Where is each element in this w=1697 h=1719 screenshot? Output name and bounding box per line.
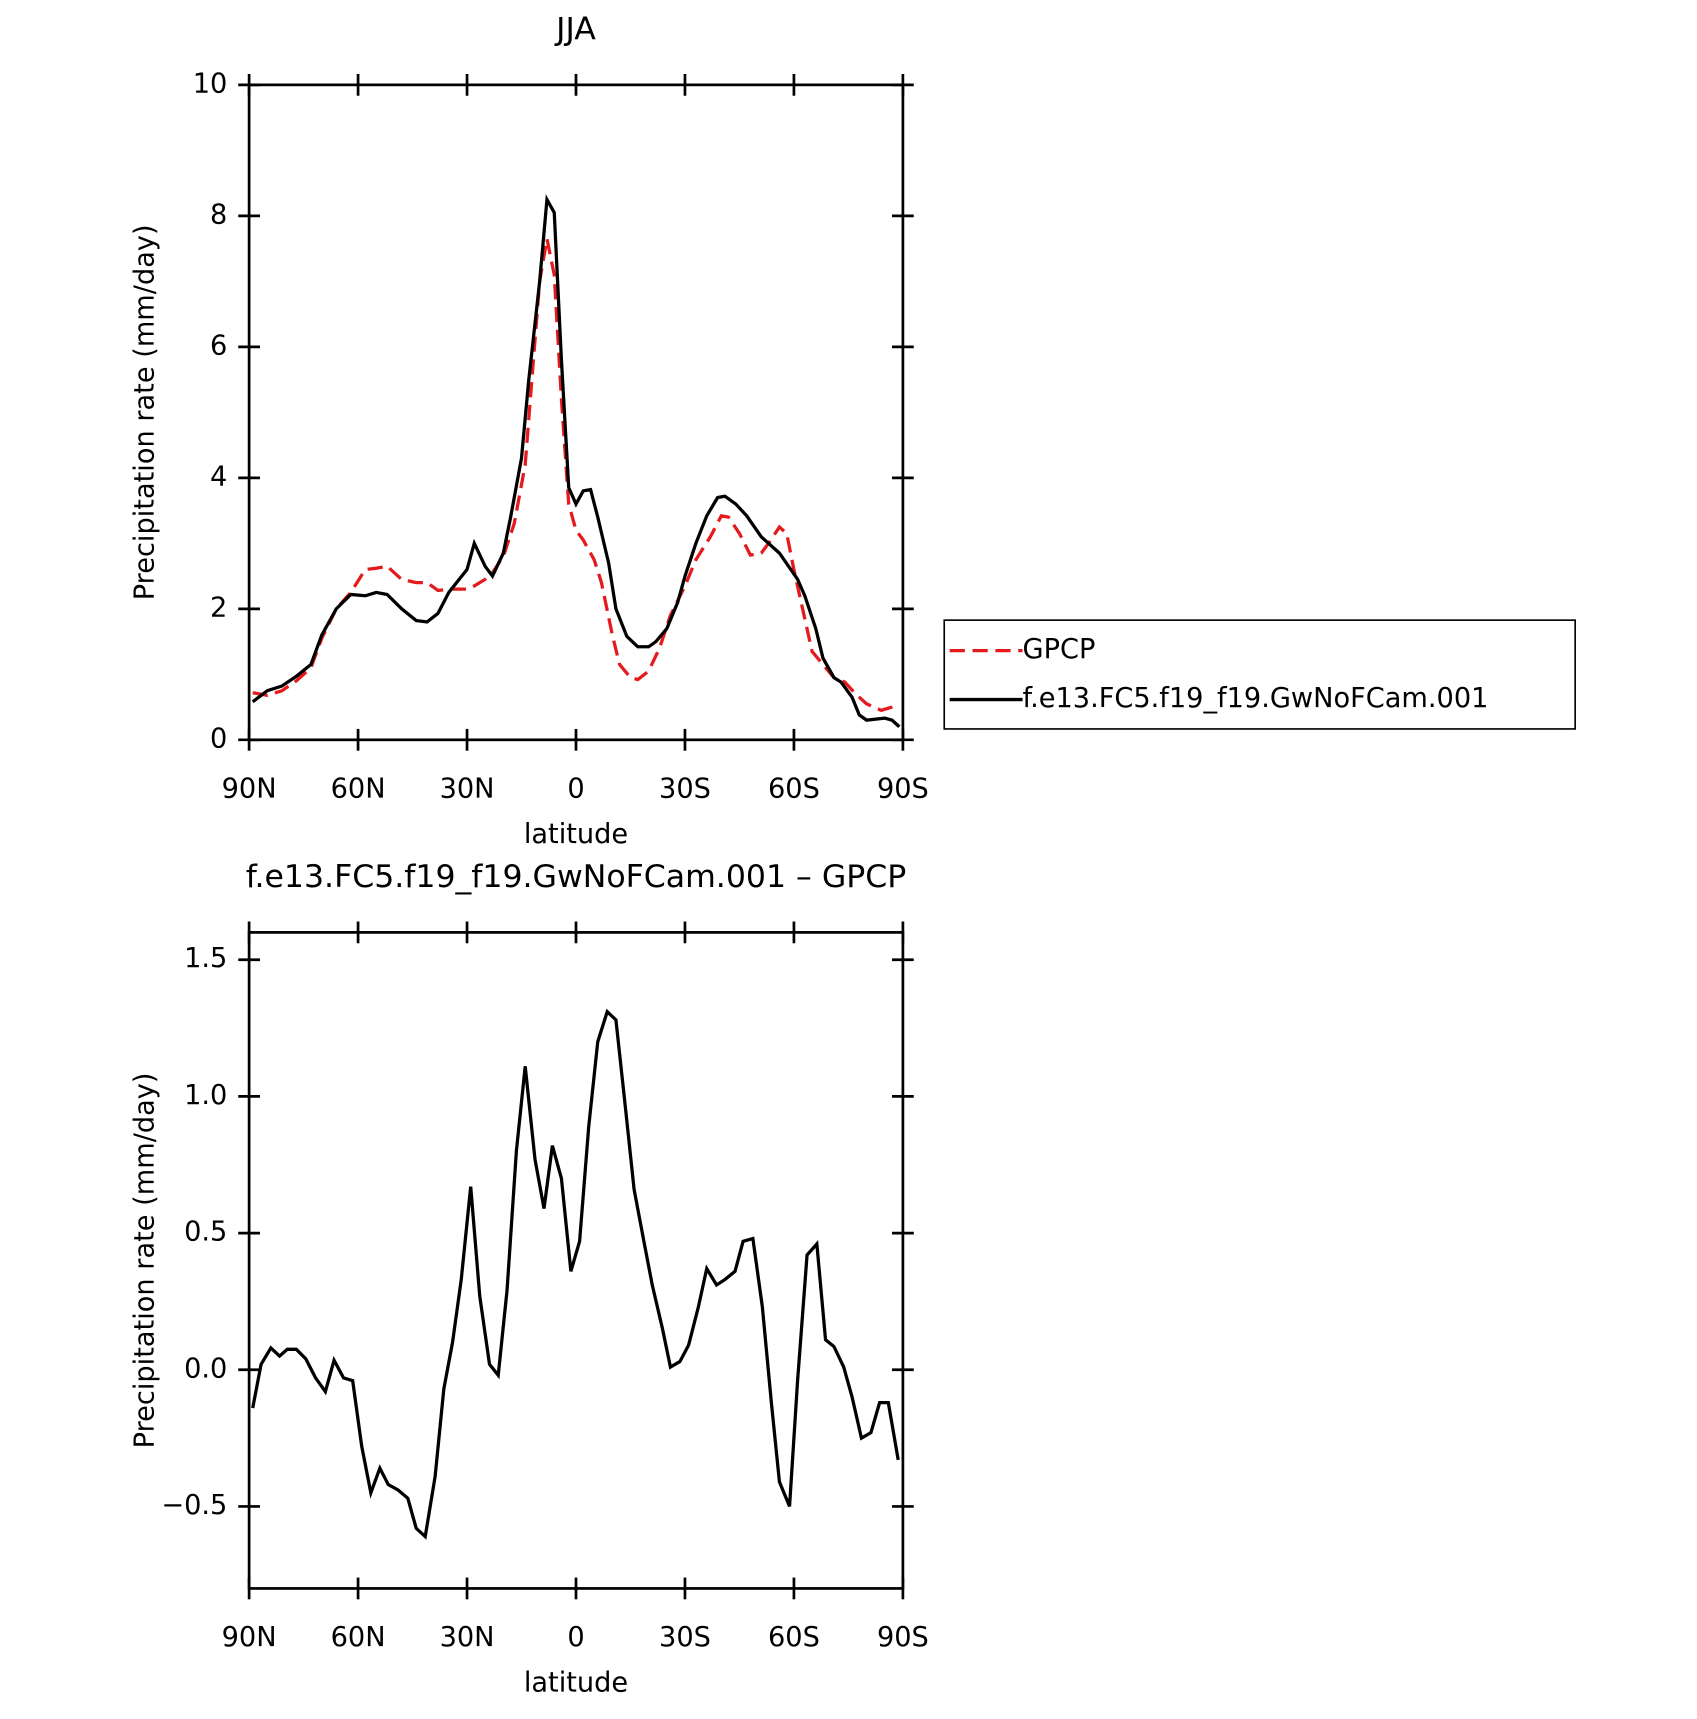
y-tick-label: 2 (210, 592, 227, 623)
x-tick-label: 30S (659, 773, 711, 804)
x-tick-label: 0 (567, 773, 584, 804)
x-axis-label: latitude (524, 819, 628, 850)
legend-label: GPCP (1023, 634, 1096, 665)
x-tick-label: 30S (659, 1622, 711, 1653)
y-axis-label: Precipitation rate (mm/day) (129, 224, 160, 600)
chart-title: JJA (554, 11, 596, 47)
plot-frame (247, 931, 905, 1590)
series-line (252, 238, 900, 713)
y-tick-label: 6 (210, 330, 227, 361)
y-tick-label: 1.5 (184, 943, 227, 974)
x-tick-label: 90S (877, 773, 929, 804)
x-tick-label: 60N (331, 1622, 386, 1653)
series-line (251, 1008, 900, 1540)
y-tick-label: 8 (210, 199, 227, 230)
x-tick-label: 90N (222, 1622, 277, 1653)
y-tick-label: 10 (193, 68, 228, 99)
x-tick-label: 60S (768, 773, 820, 804)
x-tick-label: 90N (222, 773, 277, 804)
x-tick-label: 0 (567, 1622, 584, 1653)
x-tick-label: 30N (440, 773, 495, 804)
legend-label: f.e13.FC5.f19_f19.GwNoFCam.001 (1023, 683, 1489, 714)
y-tick-label: 0.0 (184, 1353, 227, 1384)
series-line (251, 194, 901, 728)
x-axis-label: latitude (524, 1668, 628, 1699)
y-tick-label: 0.5 (184, 1217, 227, 1248)
y-tick-label: 0 (210, 723, 227, 754)
legend-box (943, 619, 1576, 730)
y-axis-label: Precipitation rate (mm/day) (129, 1073, 160, 1449)
y-tick-label: 1.0 (184, 1080, 227, 1111)
x-tick-label: 60S (768, 1622, 820, 1653)
x-tick-label: 30N (440, 1622, 495, 1653)
plot-frame (247, 83, 905, 742)
y-tick-label: 4 (210, 461, 227, 492)
chart-title: f.e13.FC5.f19_f19.GwNoFCam.001 – GPCP (246, 859, 907, 895)
y-tick-label: −0.5 (161, 1490, 227, 1521)
x-tick-label: 60N (331, 773, 386, 804)
x-tick-label: 90S (877, 1622, 929, 1653)
